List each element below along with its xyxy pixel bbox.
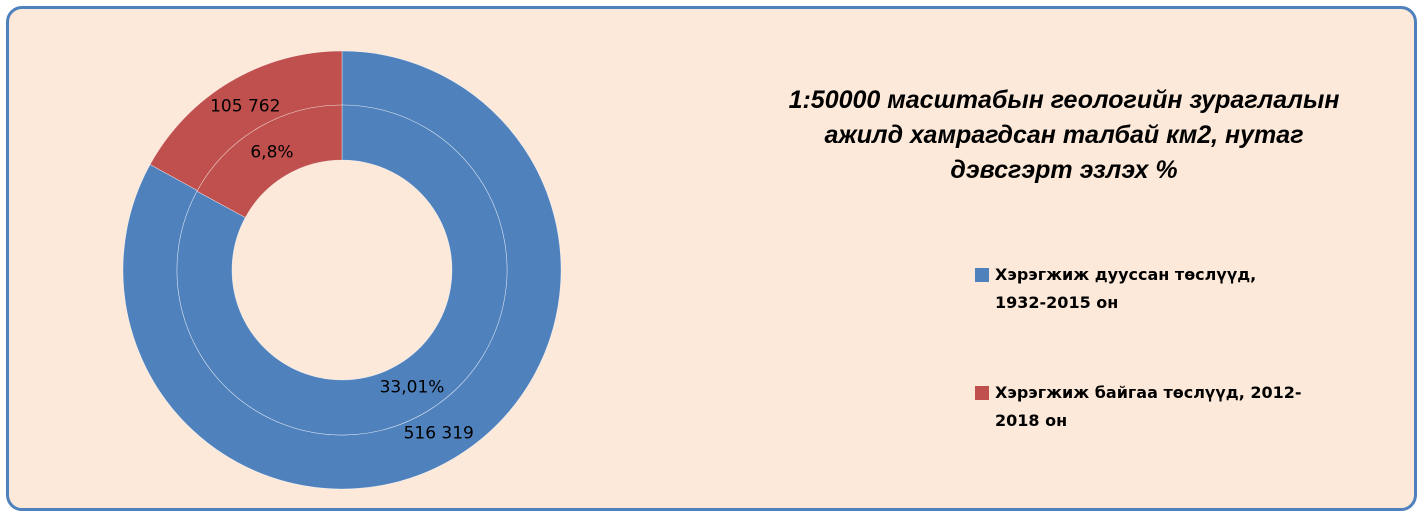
legend-label: Хэрэгжиж дууссан төслүүд, 1932-2015 он [995,265,1257,312]
donut-segment [196,104,343,218]
chart: 516 319 105 762 33,01% 6,8% [122,50,562,490]
legend-swatch [975,268,989,282]
data-label: 6,8% [250,142,293,162]
data-label: 33,01% [380,378,445,398]
chart-panel: 516 319 105 762 33,01% 6,8% 1:50000 масштаб… [6,6,1417,511]
legend-label: Хэрэгжиж байгаа төслүүд, 2012-2018 он [995,383,1302,430]
data-label: 105 762 [210,96,280,116]
legend-item: Хэрэгжиж байгаа төслүүд, 2012-2018 он [975,379,1305,435]
chart-title: 1:50000 масштабын геологийн зураглалын а… [788,86,1340,184]
donut-segment [176,104,508,436]
legend-swatch [975,386,989,400]
data-label: 516 319 [404,424,474,444]
legend-item: Хэрэгжиж дууссан төслүүд, 1932-2015 он [975,261,1305,317]
